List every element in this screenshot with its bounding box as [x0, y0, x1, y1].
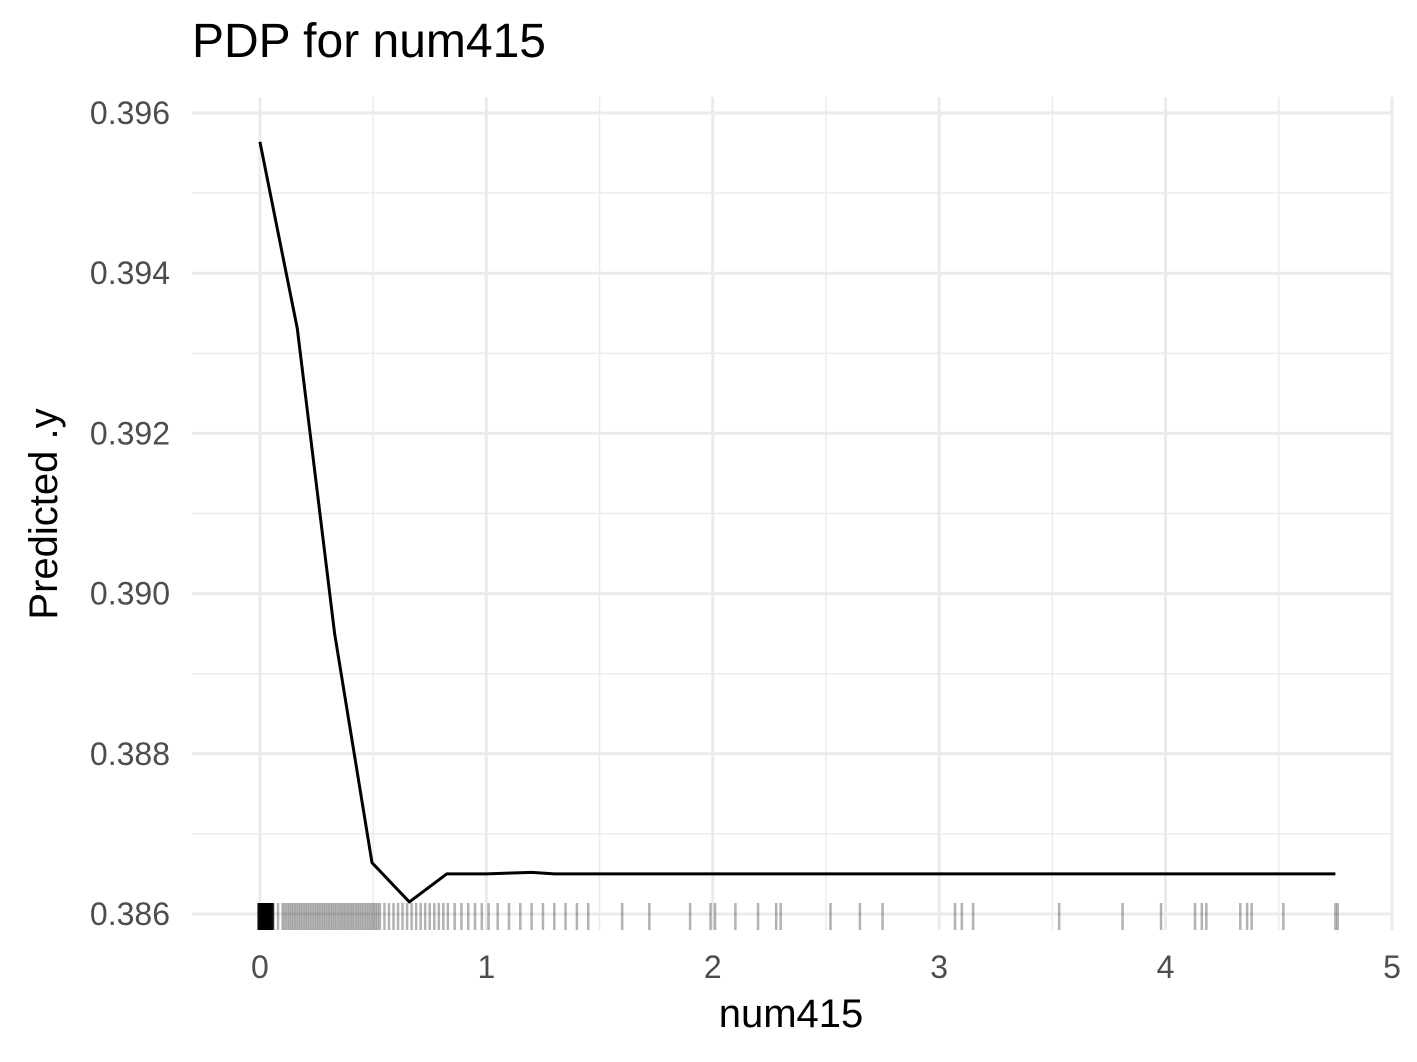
x-tick-label: 4: [1157, 949, 1175, 985]
y-tick-label: 0.390: [90, 576, 170, 612]
y-tick-label: 0.394: [90, 255, 170, 291]
y-tick-labels: 0.386 0.388 0.390 0.392 0.394 0.396: [90, 95, 170, 932]
x-tick-label: 0: [251, 949, 269, 985]
x-tick-label: 5: [1383, 949, 1401, 985]
y-tick-label: 0.392: [90, 415, 170, 451]
x-tick-label: 2: [704, 949, 722, 985]
minor-gridlines: [192, 97, 1392, 930]
x-tick-labels: 0 1 2 3 4 5: [251, 949, 1401, 985]
chart-title: PDP for num415: [192, 15, 546, 68]
y-axis-title: Predicted .y: [22, 408, 66, 620]
x-axis-title: num415: [718, 992, 864, 1036]
y-tick-label: 0.396: [90, 95, 170, 131]
series-layer: [258, 141, 1336, 904]
y-tick-label: 0.388: [90, 736, 170, 772]
x-tick-label: 3: [930, 949, 948, 985]
x-tick-label: 1: [477, 949, 495, 985]
major-gridlines: [192, 97, 1394, 930]
y-tick-label: 0.386: [90, 896, 170, 932]
rug-marks: [257, 903, 1339, 930]
pdp-series-line: [258, 141, 1336, 904]
